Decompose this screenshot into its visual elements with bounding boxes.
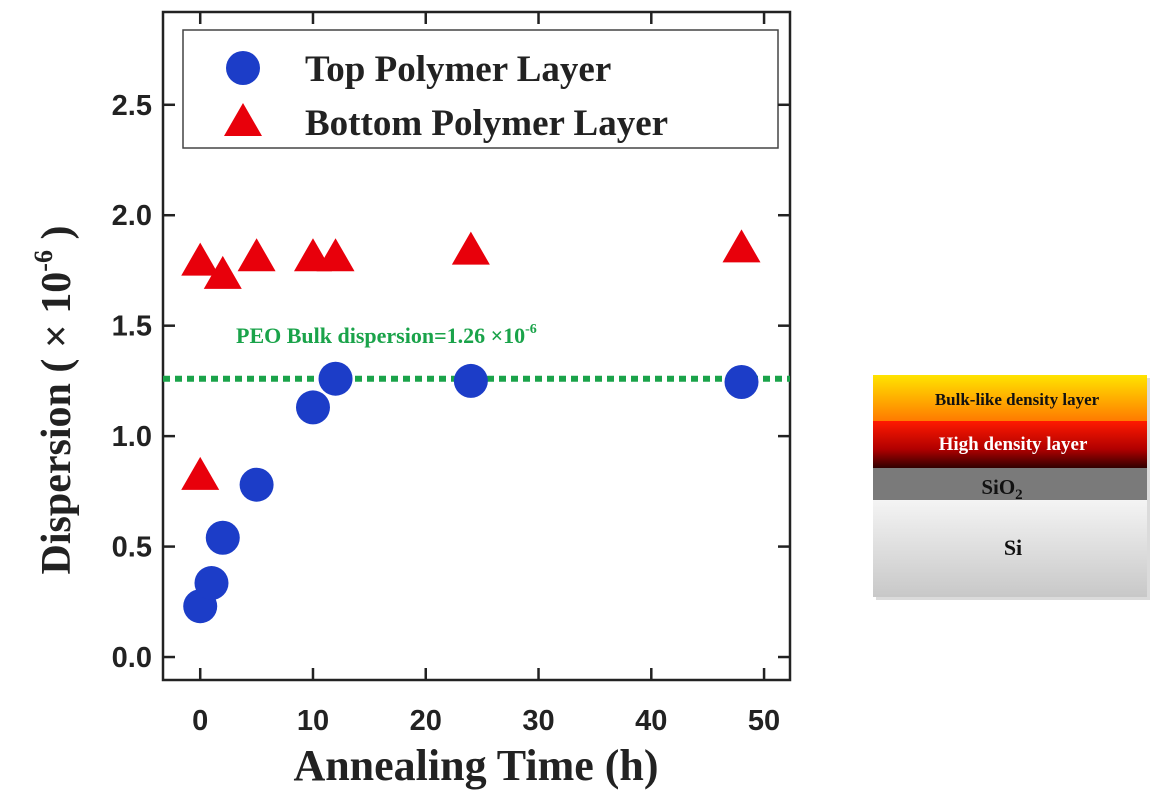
reference-label-text: PEO Bulk dispersion=1.26 ×10 <box>236 323 525 348</box>
x-tick-label: 40 <box>635 705 667 737</box>
point <box>181 456 220 490</box>
point <box>203 255 242 289</box>
x-tick-label: 0 <box>192 705 208 737</box>
legend-label: Bottom Polymer Layer <box>305 103 668 144</box>
legend <box>182 29 779 149</box>
legend-marker <box>224 103 262 136</box>
y-tick-label: 1.5 <box>112 311 152 343</box>
legend-label: Top Polymer Layer <box>305 49 611 90</box>
layer-label: High density layer <box>939 434 1088 455</box>
point <box>194 566 229 601</box>
layer-label-text: SiO <box>981 475 1015 499</box>
point <box>722 229 761 263</box>
point <box>453 363 488 398</box>
layer-label: SiO2 <box>981 475 1022 503</box>
point <box>318 361 353 396</box>
point <box>239 467 274 502</box>
layer-label: Si <box>1004 535 1022 560</box>
high-density-layer <box>873 421 1147 468</box>
x-tick-label: 10 <box>297 705 329 737</box>
point <box>295 390 330 425</box>
x-tick-label: 30 <box>522 705 554 737</box>
reference-label: PEO Bulk dispersion=1.26 ×10-6 <box>236 322 537 348</box>
layer-label: Bulk-like density layer <box>935 390 1100 409</box>
x-axis-label: Annealing Time (h) <box>293 741 658 790</box>
layer-diagram: Bulk-like density layer High density lay… <box>873 375 1150 600</box>
x-tick-label: 50 <box>748 705 780 737</box>
bulk-layer <box>873 375 1147 421</box>
sio2-layer <box>873 468 1147 500</box>
point <box>724 365 759 400</box>
point <box>181 242 220 276</box>
legend-marker <box>226 51 260 85</box>
y-tick-label: 0.0 <box>112 642 152 674</box>
plot-frame <box>161 10 792 682</box>
point <box>205 520 240 555</box>
point <box>237 238 276 272</box>
point <box>451 231 490 265</box>
y-tick-label: 0.5 <box>112 532 152 564</box>
layer-label-subscript: 2 <box>1015 487 1023 503</box>
point <box>316 238 355 272</box>
si-layer <box>873 500 1147 597</box>
x-tick-label: 20 <box>410 705 442 737</box>
y-label-text: Dispersion ( × 10 <box>34 272 80 575</box>
y-label-suffix: ) <box>34 226 80 251</box>
y-label-exponent: -6 <box>29 250 58 272</box>
reference-label-exponent: -6 <box>525 322 537 337</box>
y-tick-label: 2.5 <box>112 90 152 122</box>
y-tick-label: 1.0 <box>112 421 152 453</box>
y-tick-label: 2.0 <box>112 200 152 232</box>
y-axis-label: Dispersion ( × 10-6 ) <box>29 226 80 575</box>
